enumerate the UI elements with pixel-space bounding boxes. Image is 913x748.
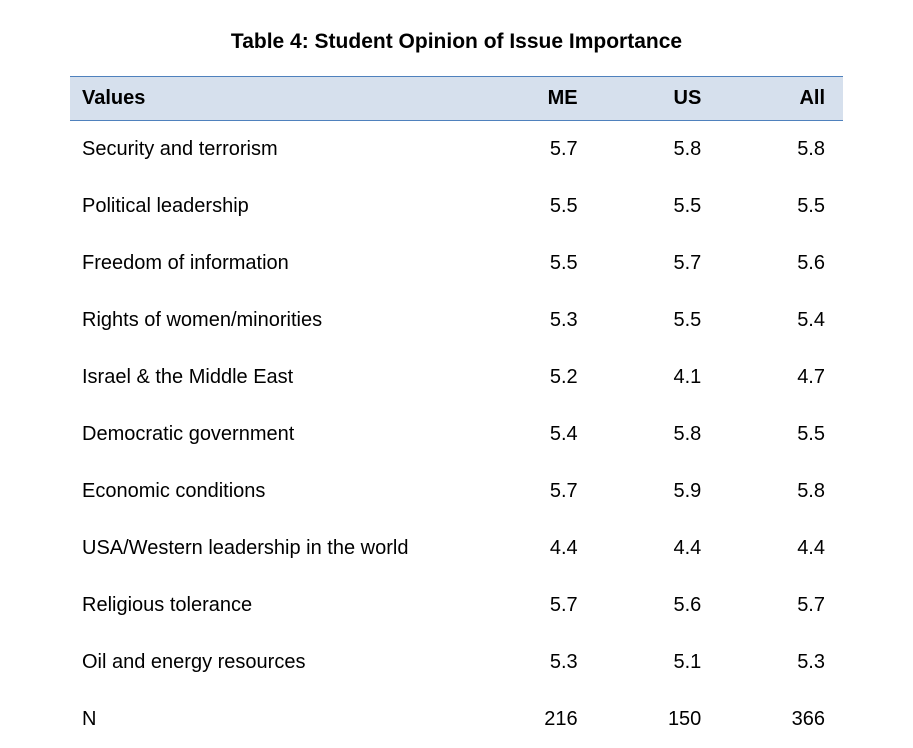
table-cell: 5.4	[719, 292, 843, 349]
table-cell: Freedom of information	[70, 235, 472, 292]
table-header-cell: Values	[70, 77, 472, 121]
table-cell: 150	[596, 691, 720, 748]
table-cell: 5.7	[719, 577, 843, 634]
table-cell: 5.5	[596, 178, 720, 235]
table-header-cell: ME	[472, 77, 596, 121]
table-cell: 5.8	[596, 406, 720, 463]
table-row: Israel & the Middle East5.24.14.7	[70, 349, 843, 406]
table-cell: 5.5	[719, 178, 843, 235]
table-cell: 5.1	[596, 634, 720, 691]
table-row: Political leadership5.55.55.5	[70, 178, 843, 235]
table-cell: Political leadership	[70, 178, 472, 235]
table-cell: 5.3	[719, 634, 843, 691]
table-cell: Israel & the Middle East	[70, 349, 472, 406]
table-row: Security and terrorism5.75.85.8	[70, 121, 843, 179]
table-cell: 366	[719, 691, 843, 748]
table-cell: 4.1	[596, 349, 720, 406]
table-cell: 4.4	[596, 520, 720, 577]
table-cell: 5.6	[596, 577, 720, 634]
table-cell: N	[70, 691, 472, 748]
table-row: Rights of women/minorities5.35.55.4	[70, 292, 843, 349]
table-cell: 5.7	[472, 121, 596, 179]
table-header-cell: All	[719, 77, 843, 121]
opinion-table: ValuesMEUSAll Security and terrorism5.75…	[70, 76, 843, 748]
table-row: Freedom of information5.55.75.6	[70, 235, 843, 292]
table-cell: 5.4	[472, 406, 596, 463]
table-cell: 216	[472, 691, 596, 748]
table-cell: 5.8	[596, 121, 720, 179]
table-cell: 5.7	[472, 577, 596, 634]
table-cell: 5.7	[472, 463, 596, 520]
table-cell: 5.5	[472, 178, 596, 235]
table-title: Table 4: Student Opinion of Issue Import…	[70, 30, 843, 54]
table-cell: USA/Western leadership in the world	[70, 520, 472, 577]
table-row: Democratic government5.45.85.5	[70, 406, 843, 463]
table-row: Oil and energy resources5.35.15.3	[70, 634, 843, 691]
table-header-cell: US	[596, 77, 720, 121]
table-cell: 5.5	[472, 235, 596, 292]
table-cell: 5.5	[719, 406, 843, 463]
table-cell: 4.7	[719, 349, 843, 406]
table-cell: 5.5	[596, 292, 720, 349]
table-cell: 5.6	[719, 235, 843, 292]
table-row: N216150366	[70, 691, 843, 748]
table-row: USA/Western leadership in the world4.44.…	[70, 520, 843, 577]
table-header-row: ValuesMEUSAll	[70, 77, 843, 121]
table-row: Religious tolerance5.75.65.7	[70, 577, 843, 634]
table-cell: Security and terrorism	[70, 121, 472, 179]
table-cell: Economic conditions	[70, 463, 472, 520]
table-cell: 5.3	[472, 634, 596, 691]
table-cell: 5.7	[596, 235, 720, 292]
table-cell: 4.4	[719, 520, 843, 577]
table-cell: 5.3	[472, 292, 596, 349]
table-cell: 5.8	[719, 463, 843, 520]
table-cell: Rights of women/minorities	[70, 292, 472, 349]
table-row: Economic conditions5.75.95.8	[70, 463, 843, 520]
table-cell: Democratic government	[70, 406, 472, 463]
table-cell: 5.8	[719, 121, 843, 179]
table-cell: 4.4	[472, 520, 596, 577]
table-cell: 5.2	[472, 349, 596, 406]
table-cell: 5.9	[596, 463, 720, 520]
table-cell: Religious tolerance	[70, 577, 472, 634]
table-cell: Oil and energy resources	[70, 634, 472, 691]
